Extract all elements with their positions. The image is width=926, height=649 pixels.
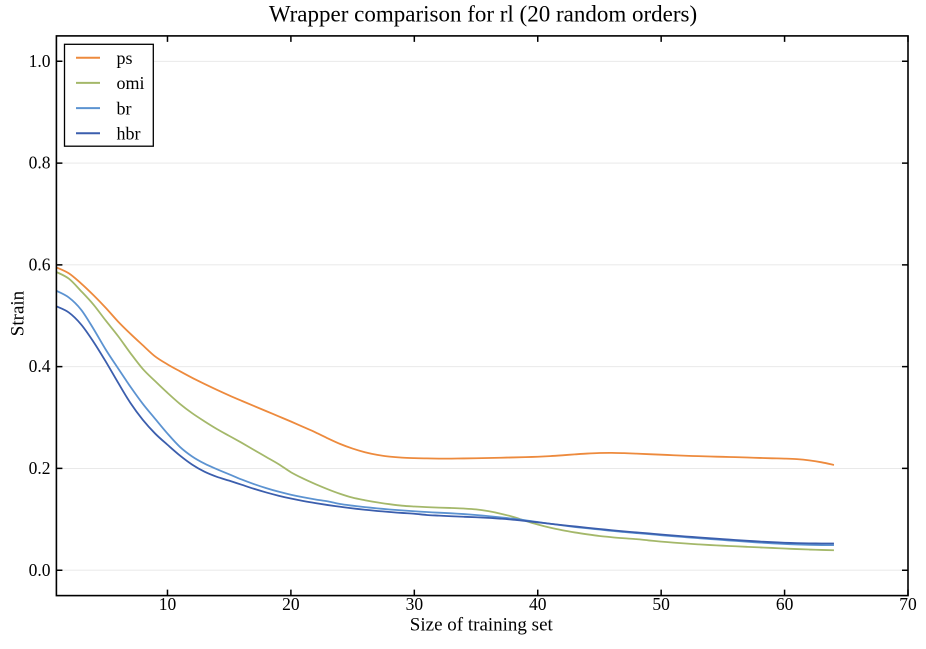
svg-text:0.2: 0.2 — [29, 458, 51, 478]
svg-text:0.8: 0.8 — [29, 153, 51, 173]
svg-text:10: 10 — [159, 594, 177, 614]
svg-text:omi: omi — [117, 73, 145, 93]
svg-text:Size of training set: Size of training set — [410, 615, 554, 636]
svg-text:40: 40 — [529, 594, 547, 614]
svg-text:50: 50 — [652, 594, 670, 614]
svg-text:20: 20 — [282, 594, 300, 614]
svg-text:0.6: 0.6 — [29, 254, 51, 274]
svg-text:hbr: hbr — [117, 124, 141, 144]
svg-text:0.4: 0.4 — [29, 356, 51, 376]
svg-text:30: 30 — [406, 594, 424, 614]
svg-text:ps: ps — [117, 48, 133, 68]
svg-text:0.0: 0.0 — [29, 560, 51, 580]
svg-text:br: br — [117, 98, 132, 118]
svg-text:60: 60 — [776, 594, 794, 614]
svg-text:1.0: 1.0 — [29, 51, 51, 71]
svg-text:70: 70 — [899, 594, 917, 614]
svg-text:Wrapper comparison for rl (20: Wrapper comparison for rl (20 random ord… — [269, 2, 697, 27]
svg-text:Strain: Strain — [7, 290, 28, 336]
